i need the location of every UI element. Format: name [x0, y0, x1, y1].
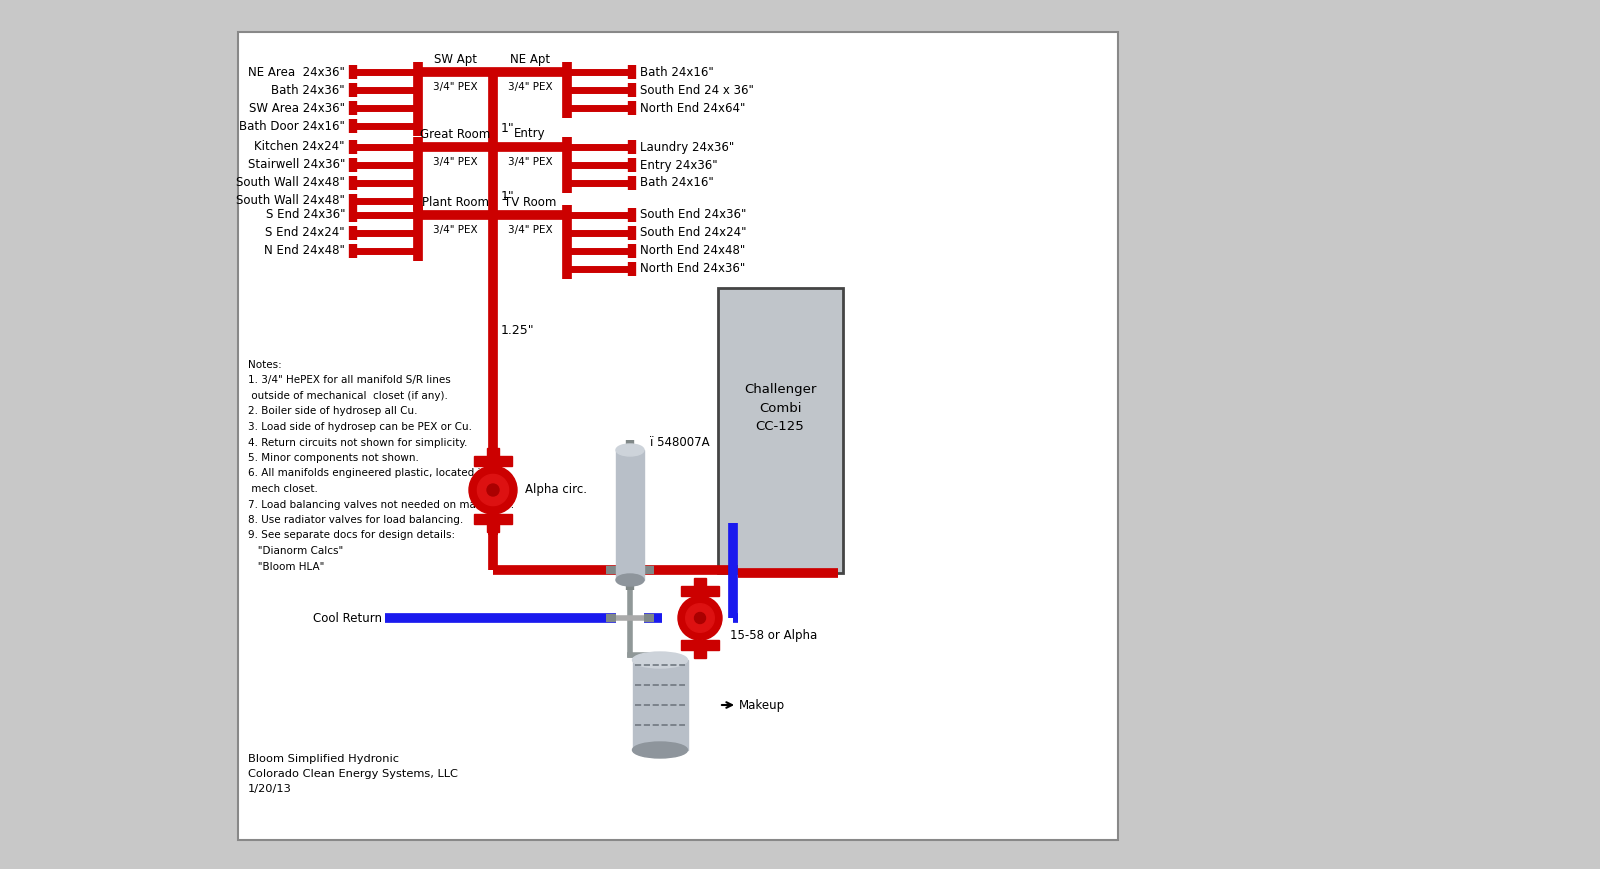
Text: 2. Boiler side of hydrosep all Cu.: 2. Boiler side of hydrosep all Cu.	[248, 407, 418, 416]
Circle shape	[686, 604, 714, 633]
Text: 15-58 or Alpha: 15-58 or Alpha	[730, 629, 818, 642]
Text: "Bloom HLA": "Bloom HLA"	[248, 561, 325, 572]
Text: 1/20/13: 1/20/13	[248, 784, 291, 794]
Text: TV Room: TV Room	[504, 196, 557, 209]
Text: North End 24x64": North End 24x64"	[640, 102, 746, 115]
Circle shape	[486, 484, 499, 496]
Text: Bath Door 24x16": Bath Door 24x16"	[238, 120, 346, 132]
Text: 1": 1"	[501, 122, 515, 135]
Text: mech closet.: mech closet.	[248, 484, 318, 494]
Text: South End 24 x 36": South End 24 x 36"	[640, 83, 754, 96]
Ellipse shape	[632, 742, 688, 758]
Text: 3/4" PEX: 3/4" PEX	[432, 157, 477, 167]
Text: S End 24x24": S End 24x24"	[266, 227, 346, 240]
Text: Combi: Combi	[758, 401, 802, 415]
Circle shape	[469, 466, 517, 514]
Bar	[486, 448, 499, 456]
Text: 1. 3/4" HePEX for all manifold S/R lines: 1. 3/4" HePEX for all manifold S/R lines	[248, 375, 451, 386]
Text: 9. See separate docs for design details:: 9. See separate docs for design details:	[248, 530, 454, 541]
Bar	[694, 578, 706, 586]
Bar	[474, 456, 512, 466]
Text: 5. Minor components not shown.: 5. Minor components not shown.	[248, 453, 419, 463]
Text: 3/4" PEX: 3/4" PEX	[432, 82, 477, 92]
Text: ï 548007A: ï 548007A	[650, 435, 710, 448]
Text: Great Room: Great Room	[419, 128, 490, 141]
Text: Colorado Clean Energy Systems, LLC: Colorado Clean Energy Systems, LLC	[248, 769, 458, 779]
Text: 7. Load balancing valves not needed on manifolds.: 7. Load balancing valves not needed on m…	[248, 500, 514, 509]
Text: outside of mechanical  closet (if any).: outside of mechanical closet (if any).	[248, 391, 448, 401]
Text: South End 24x36": South End 24x36"	[640, 209, 746, 222]
Text: Laundry 24x36": Laundry 24x36"	[640, 141, 734, 154]
Text: 3/4" PEX: 3/4" PEX	[507, 82, 552, 92]
Bar	[634, 660, 688, 750]
Text: North End 24x48": North End 24x48"	[640, 244, 746, 257]
Bar	[486, 524, 499, 532]
Text: Stairwell 24x36": Stairwell 24x36"	[248, 158, 346, 171]
Circle shape	[678, 596, 722, 640]
Text: 4. Return circuits not shown for simplicity.: 4. Return circuits not shown for simplic…	[248, 437, 467, 448]
Text: Bath 24x36": Bath 24x36"	[272, 83, 346, 96]
Text: 3/4" PEX: 3/4" PEX	[507, 157, 552, 167]
Text: 3. Load side of hydrosep can be PEX or Cu.: 3. Load side of hydrosep can be PEX or C…	[248, 422, 472, 432]
Text: 6. All manifolds engineered plastic, located in: 6. All manifolds engineered plastic, loc…	[248, 468, 486, 479]
Text: Notes:: Notes:	[248, 360, 282, 370]
Text: Makeup: Makeup	[739, 699, 786, 712]
Text: South Wall 24x48": South Wall 24x48"	[237, 176, 346, 189]
Text: Alpha circ.: Alpha circ.	[525, 483, 587, 496]
Bar	[616, 450, 643, 580]
Text: 1": 1"	[501, 189, 515, 202]
Ellipse shape	[616, 444, 643, 456]
Bar	[718, 288, 843, 573]
Bar	[682, 640, 718, 650]
Circle shape	[694, 613, 706, 623]
Bar	[238, 32, 1118, 840]
Text: Cool Return: Cool Return	[314, 612, 382, 625]
Bar	[474, 514, 512, 524]
Text: Plant Room: Plant Room	[421, 196, 488, 209]
Ellipse shape	[616, 574, 643, 586]
Text: Bath 24x16": Bath 24x16"	[640, 176, 714, 189]
Text: North End 24x36": North End 24x36"	[640, 262, 746, 275]
Text: 3/4" PEX: 3/4" PEX	[432, 225, 477, 235]
Text: Kitchen 24x24": Kitchen 24x24"	[254, 141, 346, 154]
Ellipse shape	[632, 652, 688, 668]
Text: 3/4" PEX: 3/4" PEX	[507, 225, 552, 235]
Text: 1.25": 1.25"	[501, 323, 534, 336]
Text: Entry: Entry	[514, 128, 546, 141]
Text: Bloom Simplified Hydronic: Bloom Simplified Hydronic	[248, 754, 398, 764]
Text: SW Area 24x36": SW Area 24x36"	[250, 102, 346, 115]
Circle shape	[477, 474, 509, 506]
Text: NE Area  24x36": NE Area 24x36"	[248, 65, 346, 78]
Text: Entry 24x36": Entry 24x36"	[640, 158, 718, 171]
Text: SW Apt: SW Apt	[434, 52, 477, 65]
Text: Challenger: Challenger	[744, 383, 816, 396]
Text: Bath 24x16": Bath 24x16"	[640, 65, 714, 78]
Text: N End 24x48": N End 24x48"	[264, 244, 346, 257]
Bar	[682, 586, 718, 596]
Text: CC-125: CC-125	[755, 420, 805, 433]
Text: S End 24x36": S End 24x36"	[266, 209, 346, 222]
Text: NE Apt: NE Apt	[510, 52, 550, 65]
Text: "Dianorm Calcs": "Dianorm Calcs"	[248, 546, 344, 556]
Text: 8. Use radiator valves for load balancing.: 8. Use radiator valves for load balancin…	[248, 515, 464, 525]
Text: South Wall 24x48": South Wall 24x48"	[237, 195, 346, 208]
Bar	[694, 650, 706, 658]
Text: South End 24x24": South End 24x24"	[640, 227, 747, 240]
